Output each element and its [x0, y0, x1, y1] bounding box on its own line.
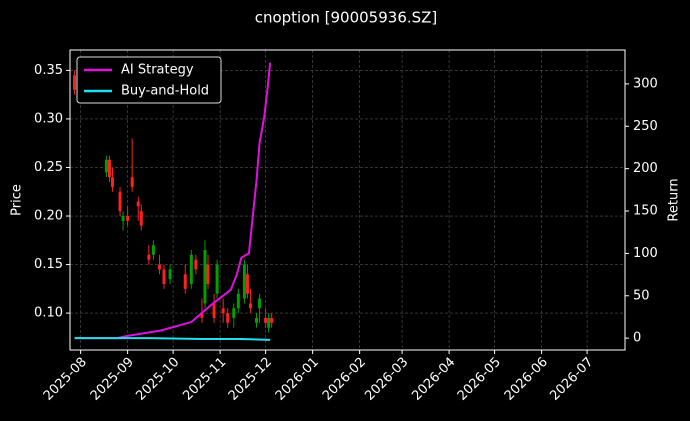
- x-tick-label: 2025-08: [41, 355, 90, 404]
- x-tick-label: 2026-03: [362, 355, 411, 404]
- x-tick-label: 2025-09: [88, 355, 137, 404]
- candle-body: [264, 317, 268, 323]
- candle-body: [168, 269, 172, 280]
- y2-tick-label: 100: [633, 246, 658, 261]
- candle-body: [183, 274, 187, 289]
- candle-body: [126, 216, 130, 221]
- x-tick-label: 2026-07: [547, 355, 596, 404]
- y-tick-label: 0.30: [34, 111, 63, 126]
- y2-tick-label: 150: [633, 204, 658, 219]
- x-tick-label: 2026-06: [502, 355, 551, 404]
- y-tick-label: 0.35: [34, 63, 63, 78]
- x-tick-label: 2026-05: [455, 355, 504, 404]
- candle-body: [215, 264, 219, 294]
- candle-body: [107, 159, 111, 178]
- candle-body: [248, 303, 252, 309]
- candle-body: [270, 317, 274, 323]
- candle-body: [232, 308, 236, 318]
- y-tick-label: 0.20: [34, 209, 63, 224]
- candle-body: [194, 259, 198, 270]
- legend-label: Buy-and-Hold: [121, 84, 209, 99]
- candle-body: [118, 191, 122, 212]
- candle-body: [226, 313, 230, 323]
- x-tick-label: 2025-11: [180, 355, 229, 404]
- candle-body: [258, 298, 262, 309]
- candle-body: [162, 269, 166, 284]
- chart-title: cnoption [90005936.SZ]: [255, 9, 438, 27]
- candle-body: [203, 250, 207, 304]
- candle-body: [136, 201, 140, 207]
- y-tick-label: 0.25: [34, 160, 63, 175]
- candle-body: [151, 245, 155, 255]
- line-series: [74, 337, 271, 341]
- candle-body: [110, 177, 114, 187]
- y2-tick-label: 300: [633, 76, 658, 91]
- y-axis-label: Price: [10, 184, 25, 216]
- y2-tick-label: 250: [633, 119, 658, 134]
- candle-body: [221, 308, 225, 314]
- x-tick-label: 2026-01: [273, 355, 322, 404]
- y-tick-label: 0.10: [34, 306, 63, 321]
- legend-label: AI Strategy: [121, 63, 194, 78]
- candle-body: [157, 264, 161, 270]
- candle-body: [147, 254, 151, 260]
- candle-body: [121, 216, 125, 221]
- x-tick-label: 2025-10: [133, 355, 182, 404]
- x-tick-label: 2026-02: [320, 355, 369, 404]
- y2-tick-label: 50: [633, 288, 650, 303]
- plot-frame: [69, 49, 626, 351]
- line-series: [74, 62, 272, 340]
- legend-box: [76, 56, 222, 104]
- candle-body: [130, 177, 134, 187]
- candle-body: [200, 313, 204, 318]
- candle-body: [245, 274, 249, 294]
- candle-body: [206, 264, 210, 284]
- candle-body: [242, 264, 246, 299]
- y-tick-label: 0.15: [34, 257, 63, 272]
- candle-body: [189, 254, 193, 284]
- candle-body: [212, 303, 216, 318]
- y2-tick-label: 0: [633, 331, 641, 346]
- candle-body: [236, 293, 240, 309]
- candle-body: [104, 159, 108, 173]
- y2-axis-label: Return: [667, 178, 682, 221]
- x-tick-label: 2026-04: [409, 355, 458, 404]
- candle-body: [255, 317, 259, 323]
- candle-body: [73, 75, 77, 90]
- y2-tick-label: 200: [633, 161, 658, 176]
- candle-body: [139, 211, 143, 226]
- candle-body: [267, 317, 271, 328]
- x-tick-label: 2025-12: [226, 355, 275, 404]
